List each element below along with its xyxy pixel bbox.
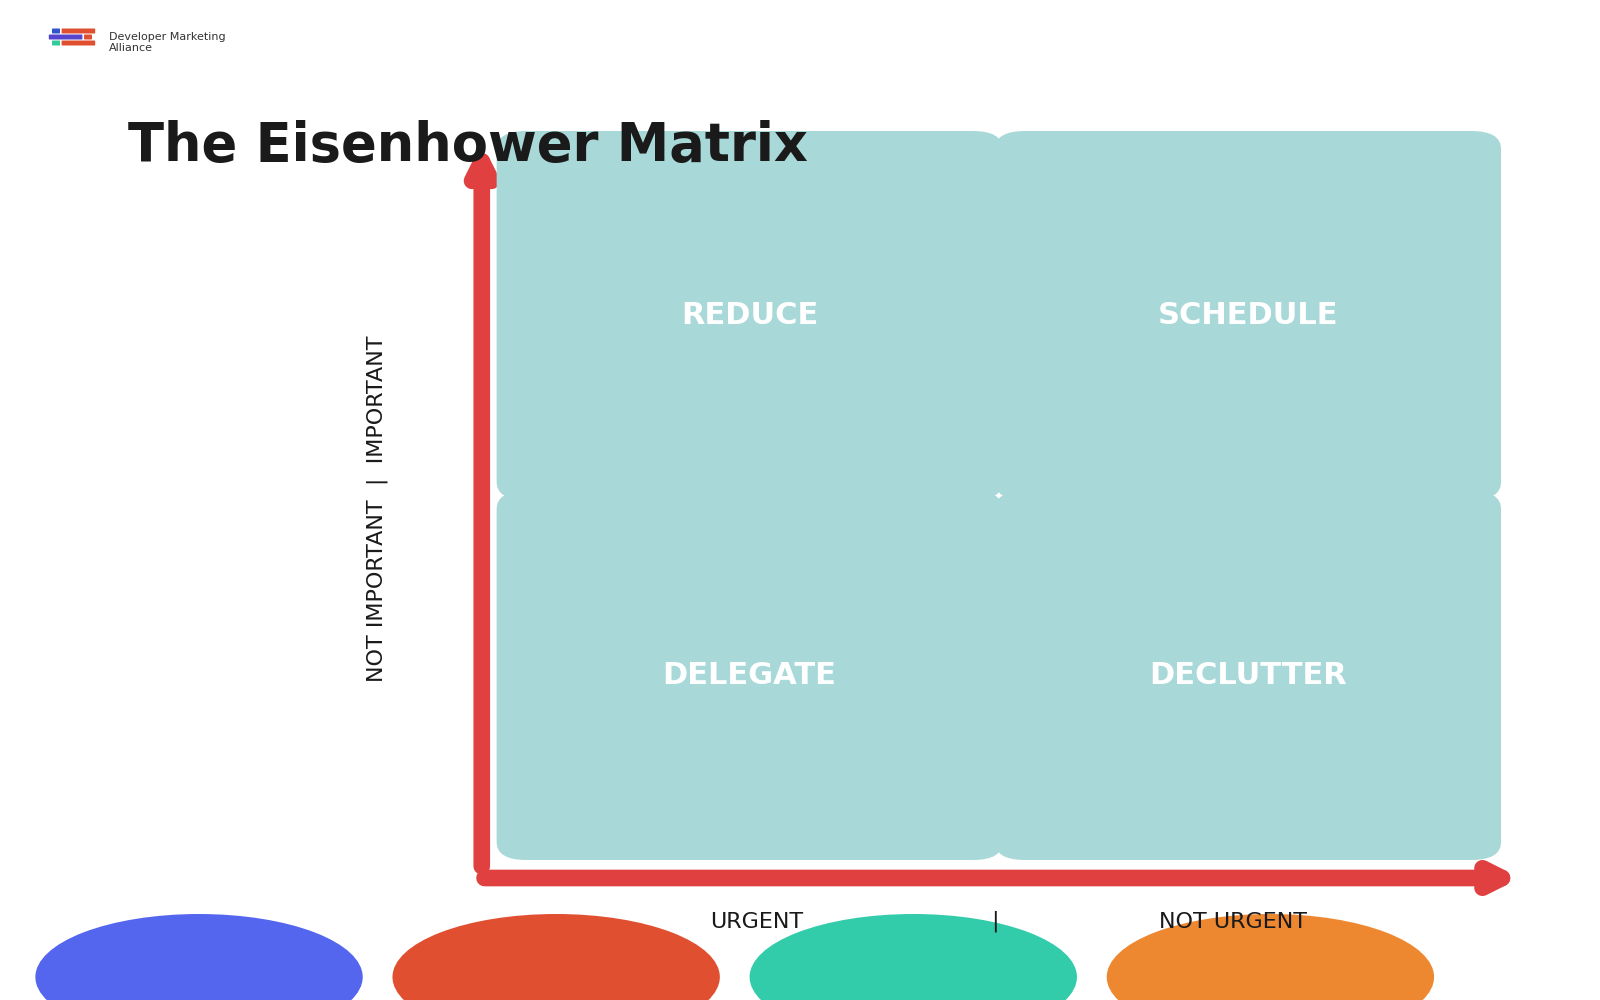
Ellipse shape [35,914,363,1000]
FancyBboxPatch shape [496,131,1003,500]
Text: DECLUTTER: DECLUTTER [1149,661,1347,690]
Ellipse shape [750,914,1077,1000]
FancyBboxPatch shape [995,491,1501,860]
Text: |: | [992,910,998,932]
Text: SCHEDULE: SCHEDULE [1158,301,1338,330]
Text: The Eisenhower Matrix: The Eisenhower Matrix [128,120,808,172]
FancyBboxPatch shape [496,491,1003,860]
Text: Developer Marketing: Developer Marketing [109,32,226,42]
Text: URGENT: URGENT [710,912,803,932]
Text: REDUCE: REDUCE [682,301,818,330]
FancyBboxPatch shape [995,131,1501,500]
Text: NOT IMPORTANT  |  IMPORTANT: NOT IMPORTANT | IMPORTANT [366,336,389,682]
Text: Alliance: Alliance [109,43,154,53]
Ellipse shape [392,914,720,1000]
Text: DELEGATE: DELEGATE [662,661,837,690]
Text: NOT URGENT: NOT URGENT [1158,912,1307,932]
Ellipse shape [1107,914,1434,1000]
